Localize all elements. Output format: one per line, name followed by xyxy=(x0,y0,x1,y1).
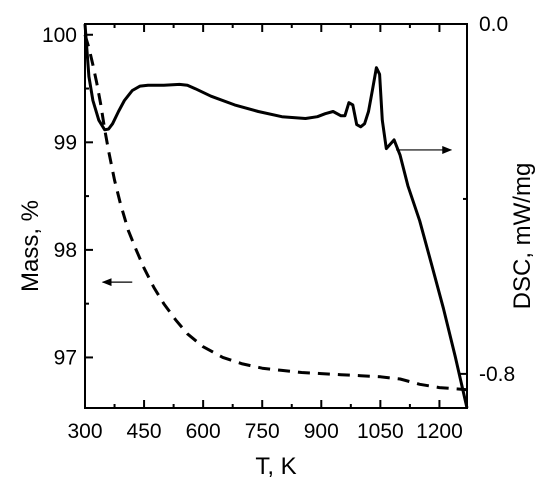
y-left-tick-label: 97 xyxy=(54,346,77,369)
x-tick-label: 600 xyxy=(186,420,221,443)
y-right-axis-title: DSC, mW/mg xyxy=(509,163,536,310)
ticks-group xyxy=(84,23,467,408)
series-group xyxy=(83,23,469,409)
x-tick-label: 750 xyxy=(245,420,280,443)
x-tick-label: 300 xyxy=(67,420,102,443)
dsc-curve-solid-line xyxy=(83,23,469,409)
y-right-tick-label: -0.8 xyxy=(479,363,515,386)
y-left-axis-title: Mass, % xyxy=(17,200,44,292)
y-left-tick-label: 99 xyxy=(54,131,77,154)
x-tick-label: 450 xyxy=(127,420,162,443)
annotations-group xyxy=(101,145,453,287)
plot-frame xyxy=(84,23,468,409)
y-right-tick-label: 0.0 xyxy=(479,13,508,36)
x-tick-label: 1200 xyxy=(416,420,463,443)
mass-curve-dashed-line xyxy=(83,34,468,392)
x-tick-label: 900 xyxy=(304,420,339,443)
x-axis-title: T, K xyxy=(255,453,296,480)
x-tick-label: 1050 xyxy=(357,420,404,443)
tick-labels-group: 300 450 600 750 900 1050 1200 97 98 99 100 0.0 -0.8 xyxy=(42,13,515,443)
y-left-tick-label: 100 xyxy=(42,24,77,47)
y-left-tick-label: 98 xyxy=(54,239,77,262)
